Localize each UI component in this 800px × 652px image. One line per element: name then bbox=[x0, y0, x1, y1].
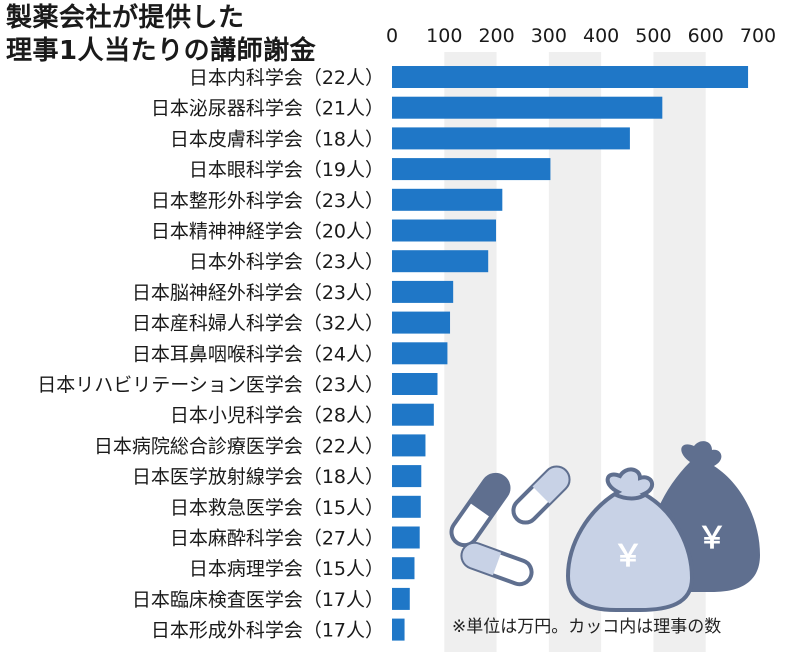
bar bbox=[392, 188, 503, 211]
category-label: 日本病理学会（15人） bbox=[189, 558, 384, 580]
yen-symbol: ￥ bbox=[697, 521, 727, 556]
bar bbox=[392, 434, 426, 457]
category-label: 日本精神神経学会（20人） bbox=[151, 221, 384, 243]
bar bbox=[392, 618, 405, 641]
bar bbox=[392, 158, 551, 181]
bar bbox=[392, 403, 434, 426]
category-label: 日本麻酔科学会（27人） bbox=[170, 528, 384, 550]
bar bbox=[392, 96, 663, 119]
capsule-icon bbox=[511, 465, 571, 525]
category-label: 日本眼科学会（19人） bbox=[189, 159, 384, 181]
bar bbox=[392, 219, 497, 242]
category-label: 日本産科婦人科学会（32人） bbox=[132, 313, 384, 335]
bar bbox=[392, 66, 749, 88]
bar bbox=[392, 465, 422, 488]
x-tick-label: 400 bbox=[583, 25, 619, 47]
category-label: 日本小児科学会（28人） bbox=[170, 405, 384, 427]
chart-title: 製薬会社が提供した 理事1人当たりの講師謝金 bbox=[6, 2, 386, 68]
bar bbox=[392, 587, 410, 610]
x-tick-label: 200 bbox=[478, 25, 514, 47]
bar bbox=[392, 526, 420, 549]
x-tick-label: 100 bbox=[426, 25, 462, 47]
bars bbox=[392, 66, 749, 641]
category-label: 日本リハビリテーション医学会（23人） bbox=[37, 374, 384, 396]
category-label: 日本耳鼻咽喉科学会（24人） bbox=[132, 343, 384, 365]
category-label: 日本整形外科学会（23人） bbox=[151, 190, 384, 212]
x-tick-label: 500 bbox=[635, 25, 671, 47]
bar bbox=[392, 311, 451, 334]
category-label: 日本皮膚科学会（18人） bbox=[170, 128, 384, 150]
x-axis-ticks: 0 100 200 300 400 500 600 700 bbox=[386, 25, 776, 47]
bar bbox=[392, 127, 630, 150]
chart-title-line-1: 製薬会社が提供した bbox=[6, 3, 245, 33]
bar bbox=[392, 557, 415, 580]
category-label: 日本泌尿器科学会（21人） bbox=[151, 98, 384, 120]
bar bbox=[392, 495, 421, 518]
category-labels: 日本内科学会（22人） 日本泌尿器科学会（21人） 日本皮膚科学会（18人） 日本眼科… bbox=[37, 67, 384, 642]
category-label: 日本臨床検査医学会（17人） bbox=[132, 589, 384, 611]
category-label: 日本内科学会（22人） bbox=[189, 67, 384, 89]
x-tick-label: 300 bbox=[531, 25, 567, 47]
category-label: 日本形成外科学会（17人） bbox=[151, 620, 384, 642]
footnote: ※単位は万円。カッコ内は理事の数 bbox=[452, 617, 722, 637]
category-label: 日本脳神経外科学会（23人） bbox=[132, 282, 384, 304]
bar bbox=[392, 280, 454, 303]
category-label: 日本外科学会（23人） bbox=[189, 251, 384, 273]
category-label: 日本病院総合診療医学会（22人） bbox=[94, 435, 384, 457]
x-tick-label: 600 bbox=[688, 25, 724, 47]
bar bbox=[392, 250, 489, 273]
chart-title-line-2: 理事1人当たりの講師謝金 bbox=[6, 36, 317, 66]
category-label: 日本医学放射線学会（18人） bbox=[132, 466, 384, 488]
money-illustration: ￥ ￥ bbox=[449, 441, 760, 612]
capsule-icon bbox=[460, 541, 534, 587]
money-bag-icon: ￥ bbox=[565, 467, 695, 612]
yen-symbol: ￥ bbox=[613, 539, 643, 574]
capsule-icon bbox=[449, 472, 511, 548]
x-tick-label: 0 bbox=[386, 25, 398, 47]
bar bbox=[392, 373, 438, 395]
x-tick-label: 700 bbox=[740, 25, 776, 47]
bar bbox=[392, 342, 448, 365]
category-label: 日本救急医学会（15人） bbox=[170, 497, 384, 519]
